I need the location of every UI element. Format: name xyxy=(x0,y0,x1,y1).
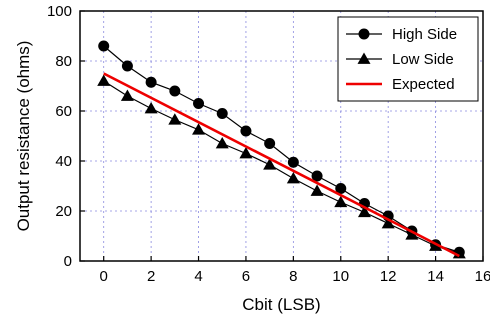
legend-item-expected: Expected xyxy=(346,76,455,93)
low-side-point xyxy=(334,195,348,208)
series-layer xyxy=(97,40,466,259)
legend-label-high-side: High Side xyxy=(392,26,457,43)
high-side-point xyxy=(169,85,181,97)
high-side-point xyxy=(311,170,323,182)
low-side-point xyxy=(357,205,371,218)
y-axis-title: Output resistance (ohms) xyxy=(14,41,33,232)
x-tick-label: 6 xyxy=(242,268,250,285)
y-tick-label: 40 xyxy=(55,153,72,170)
low-side-point xyxy=(192,123,206,135)
expected-line xyxy=(103,72,460,258)
high-side-point xyxy=(240,125,252,137)
x-tick-label: 10 xyxy=(332,268,349,285)
y-tick-label: 60 xyxy=(55,103,72,120)
low-side-point xyxy=(405,228,419,240)
low-side-point xyxy=(168,113,182,125)
y-tick-label: 80 xyxy=(55,53,72,70)
x-tick-label: 0 xyxy=(100,268,108,285)
low-side-point xyxy=(120,89,134,101)
series-low-side xyxy=(97,74,466,259)
x-axis-title: Cbit (LSB) xyxy=(242,295,320,314)
x-tick-label: 14 xyxy=(427,268,444,285)
low-side-point xyxy=(144,102,158,114)
legend-marker-low-side xyxy=(357,52,371,64)
high-side-point xyxy=(335,183,347,194)
series-expected xyxy=(103,72,460,258)
legend-item-high-side: High Side xyxy=(346,26,457,43)
series-high-side xyxy=(98,40,465,258)
x-tick-label: 2 xyxy=(147,268,155,285)
legend-item-low-side: Low Side xyxy=(346,51,454,68)
x-tick-label: 8 xyxy=(289,268,297,285)
high-side-point xyxy=(264,138,276,149)
legend-label-expected: Expected xyxy=(392,76,455,93)
high-side-point xyxy=(145,76,157,88)
low-side-line xyxy=(103,80,460,255)
low-side-point xyxy=(263,158,277,170)
high-side-point xyxy=(193,98,205,109)
axis-ticks: 0 2 4 6 8 10 12 14 16 0 20 40 60 80 100 xyxy=(47,3,490,285)
x-tick-label: 16 xyxy=(475,268,490,285)
x-tick-label: 4 xyxy=(194,268,202,285)
legend-label-low-side: Low Side xyxy=(392,51,454,68)
high-side-point xyxy=(216,108,228,119)
high-side-line xyxy=(103,45,460,253)
legend-marker-high-side xyxy=(358,28,370,40)
high-side-point xyxy=(121,60,133,72)
plot-frame xyxy=(79,10,484,262)
legend: High Side Low Side Expected xyxy=(337,16,479,102)
y-tick-label: 20 xyxy=(55,203,72,220)
high-side-point xyxy=(287,156,299,168)
legend-entries: High Side Low Side Expected xyxy=(346,26,457,93)
high-side-point xyxy=(98,40,110,52)
low-side-point xyxy=(239,147,253,159)
low-side-point xyxy=(97,74,111,86)
low-side-point xyxy=(381,217,395,229)
y-tick-label: 0 xyxy=(64,253,72,270)
y-tick-label: 100 xyxy=(47,3,72,20)
x-tick-label: 12 xyxy=(380,268,397,285)
low-side-point xyxy=(310,184,324,196)
low-side-point xyxy=(215,137,229,149)
low-side-point xyxy=(286,172,300,184)
